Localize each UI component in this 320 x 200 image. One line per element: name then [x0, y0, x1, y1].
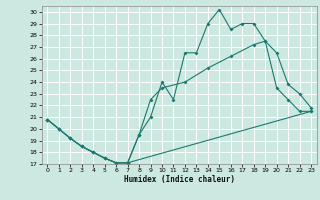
X-axis label: Humidex (Indice chaleur): Humidex (Indice chaleur) [124, 175, 235, 184]
